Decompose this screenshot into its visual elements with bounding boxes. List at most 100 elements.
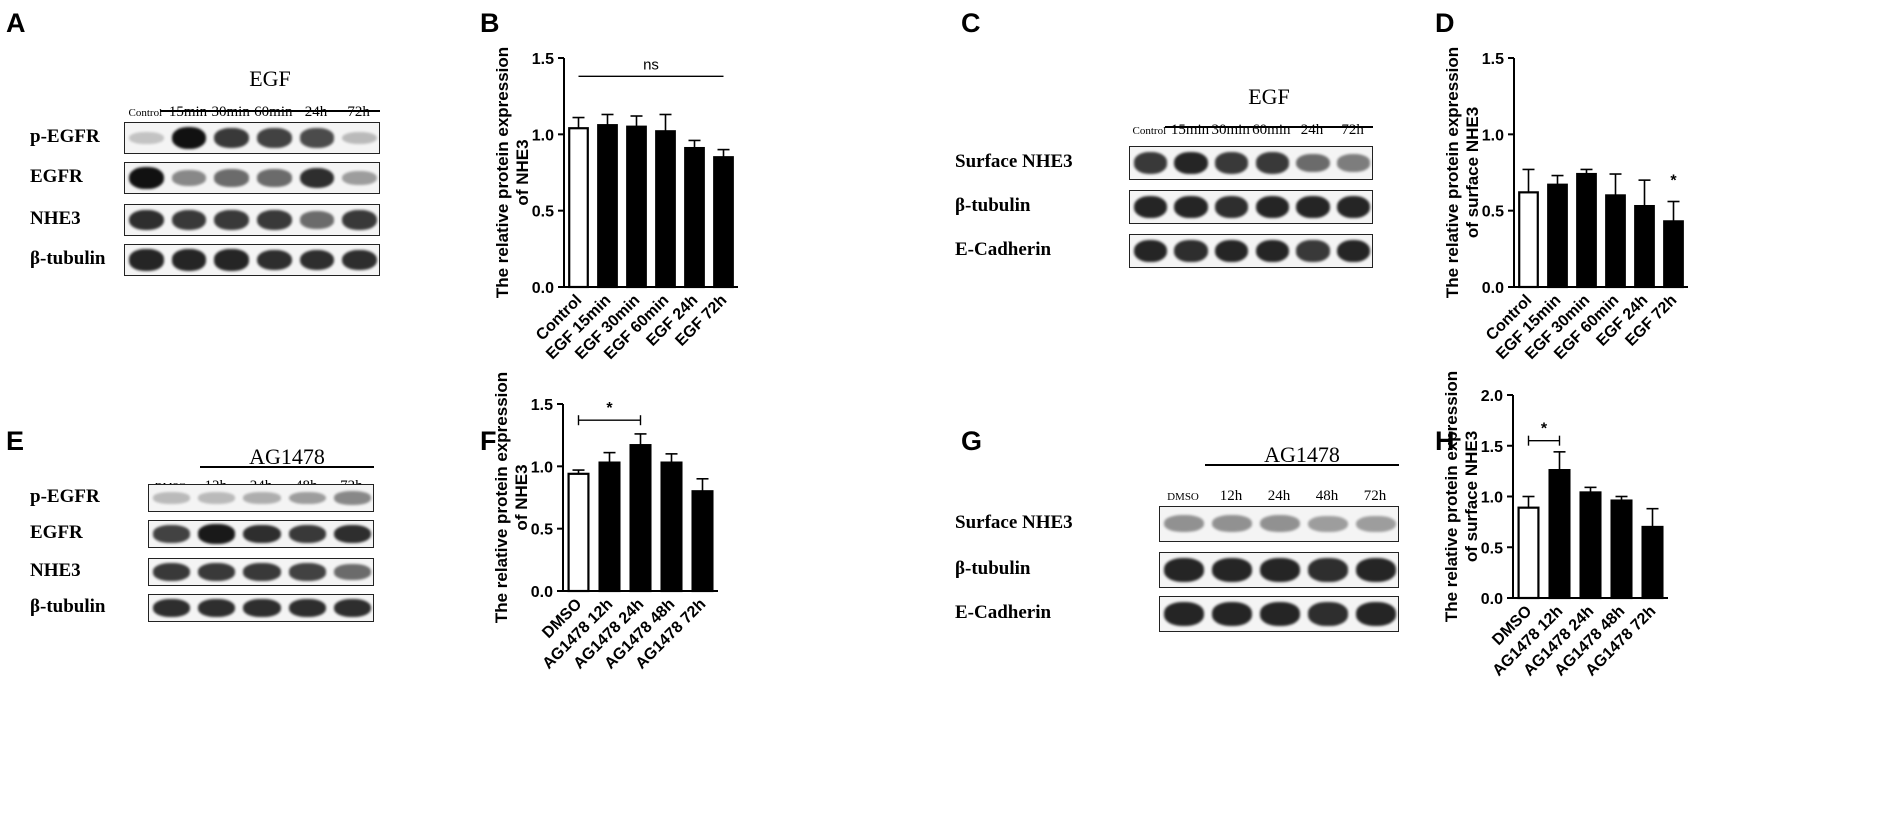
blot-strip [1129,146,1373,180]
western-blot-g: AG1478 DMSO 12h 24h 48h 72h Surface NHE3 β-tubu… [955,420,1425,830]
blot-band [288,491,326,505]
y-tick-label: 0.5 [531,522,553,539]
y-axis-label: The relative protein expressionof surfac… [1443,47,1482,298]
blot-row-label: Surface NHE3 [955,151,1073,172]
y-tick-label: 1.0 [531,459,553,476]
blot-band [1174,239,1208,262]
blot-band [1174,151,1208,175]
blot-row-label: NHE3 [30,560,81,581]
blot-band [1260,515,1300,533]
blot-row-label: β-tubulin [955,558,1031,579]
blot-lane-label: 60min [254,104,293,120]
blot-band [1133,239,1167,263]
bar [1517,506,1540,600]
blot-lane-label: 72h [347,104,370,120]
bar [568,127,589,289]
blot-band [288,598,326,618]
blot-row-label: β-tubulin [955,195,1031,216]
y-axis-label: The relative protein expressionof surfac… [1442,371,1481,622]
blot-lane-label: DMSO [1167,491,1199,503]
bar [655,130,676,289]
blot-band [1212,602,1252,626]
blot-band [333,491,371,505]
blot-lane-label: 72h [1341,122,1364,138]
panel-letter-b: B [480,8,500,38]
y-axis-label-line: of NHE3 [512,464,531,530]
panel-letter-c: C [961,8,981,38]
y-axis-label-line: The relative protein expression [492,372,511,623]
panel-letter-e: E [6,426,25,456]
blot-band [256,209,292,231]
y-axis-label: The relative protein expressionof NHE3 [492,372,531,623]
blot-band [243,492,281,504]
blot-band [214,249,250,271]
blot-band [342,209,378,231]
blot-band [288,525,326,543]
blot-band [1336,154,1371,172]
panel-letter-g: G [961,426,983,456]
bar [1547,183,1568,289]
blot-lane-label: 24h [304,104,328,120]
panel-letter-f: F [480,426,497,456]
blot-band [243,524,281,544]
y-tick-label: 0.5 [1482,204,1504,221]
blot-band [342,131,378,145]
blot-row-label: p-EGFR [30,486,100,507]
y-axis-label-line: of NHE3 [513,139,532,205]
y-tick-label: 0.0 [531,584,553,601]
blot-row-label: EGFR [30,166,83,187]
blot-strip [124,122,380,154]
blot-band [1308,515,1348,533]
blot-band [1164,602,1204,626]
blot-band [153,525,191,543]
blot-group-label: AG1478 [1264,442,1340,467]
blot-strip [1159,552,1399,588]
blot-lane-label: 30min [1211,122,1250,138]
blot-band [1255,239,1289,263]
bar [626,125,647,289]
blot-lane-label: 24h [1267,488,1291,504]
western-blot-c: EGF Control 15min 30min 60min 24h 72h Surface N… [955,0,1425,410]
blot-strip [1159,596,1399,632]
blot-lane-label: 30min [211,104,250,120]
bar [1605,194,1626,289]
bar [691,490,714,593]
blot-band [333,564,371,580]
y-tick-label: 1.5 [531,397,553,414]
western-blot-e: AG1478DMSO12h24h48h72hp-EGFREGFRNHE3β-tu… [0,420,470,830]
blot-band [128,166,164,190]
blot-band [214,209,250,231]
blot-strip [148,520,374,548]
blot-band [342,170,378,186]
blot-strip [1129,234,1373,268]
blot-lane-label: 24h [1300,122,1324,138]
bar [713,156,734,289]
blot-band [1255,152,1289,174]
y-axis-label: The relative protein expressionof NHE3 [493,47,532,298]
blot-group-line [1165,126,1373,128]
blot-band [288,563,326,581]
blot-group-line [1205,464,1399,466]
blot-strip [148,594,374,622]
western-blot-a: EGF Control 15min 30min 60min 24h 72h p-EGFR EGF… [0,0,470,410]
y-axis-label-line: The relative protein expression [1442,371,1461,622]
blot-band [1308,558,1348,582]
blot-strip [124,244,380,276]
blot-row-label: p-EGFR [30,126,100,147]
blot-band [256,128,292,148]
blot-band [1336,239,1371,263]
blot-group-label: EGF [249,66,291,91]
y-tick-label: 1.0 [1482,127,1504,144]
blot-row-label: E-Cadherin [955,239,1052,260]
blot-band [1214,152,1249,174]
blot-band [171,126,207,150]
blot-lane-label: 15min [1170,122,1210,138]
blot-lane-label: 48h [1315,488,1339,504]
significance-label: * [1541,421,1548,438]
blot-row-label: E-Cadherin [955,602,1052,623]
